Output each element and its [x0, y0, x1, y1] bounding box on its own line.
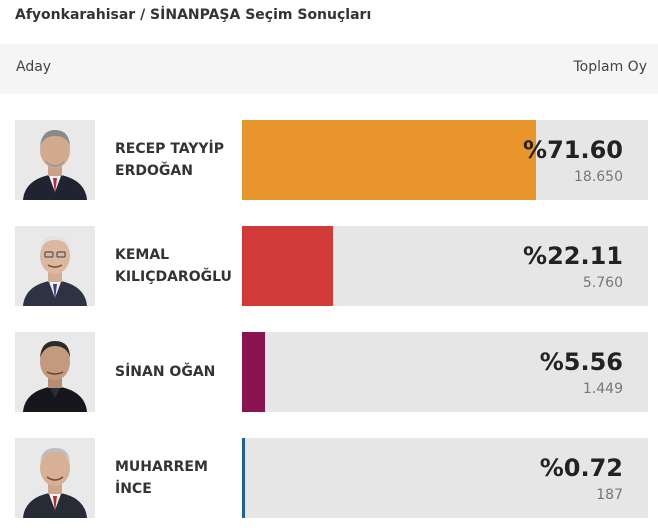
- candidate-row: KEMAL KILIÇDAROĞLU %22.11 5.760: [0, 226, 658, 306]
- vote-bar-track: %5.56 1.449: [242, 332, 648, 412]
- vote-bar-fill: [242, 438, 245, 518]
- vote-percentage: %5.56: [539, 348, 623, 376]
- vote-bar-fill: [242, 120, 536, 200]
- candidate-photo: [15, 332, 95, 412]
- page-title: Afyonkarahisar / SİNANPAŞA Seçim Sonuçla…: [15, 7, 372, 23]
- vote-count: 187: [596, 487, 623, 503]
- vote-percentage: %71.60: [523, 136, 623, 164]
- candidate-name-line2: KILIÇDAROĞLU: [115, 269, 232, 285]
- candidate-name-line2: ERDOĞAN: [115, 163, 193, 179]
- vote-bar-fill: [242, 332, 265, 412]
- vote-bar-track: %22.11 5.760: [242, 226, 648, 306]
- vote-bar-track: %71.60 18.650: [242, 120, 648, 200]
- candidate-name-line1: MUHARREM: [115, 459, 208, 475]
- candidate-name: SİNAN OĞAN: [115, 332, 235, 412]
- candidate-row: SİNAN OĞAN %5.56 1.449: [0, 332, 658, 412]
- vote-bar-fill: [242, 226, 333, 306]
- candidate-name-line1: SİNAN OĞAN: [115, 364, 216, 380]
- candidate-photo: [15, 438, 95, 518]
- column-header-total-votes: Toplam Oy: [573, 59, 648, 75]
- candidate-name: KEMAL KILIÇDAROĞLU: [115, 226, 235, 306]
- column-header-candidate: Aday: [16, 59, 52, 75]
- table-header: Aday Toplam Oy: [0, 44, 658, 94]
- candidate-name-line2: İNCE: [115, 481, 152, 497]
- candidate-name: RECEP TAYYİP ERDOĞAN: [115, 120, 235, 200]
- candidate-photo: [15, 120, 95, 200]
- candidate-name: MUHARREM İNCE: [115, 438, 235, 518]
- vote-percentage: %22.11: [523, 242, 623, 270]
- candidate-name-line1: KEMAL: [115, 247, 170, 263]
- candidate-row: MUHARREM İNCE %0.72 187: [0, 438, 658, 518]
- candidate-name-line1: RECEP TAYYİP: [115, 141, 225, 157]
- vote-count: 1.449: [582, 381, 623, 397]
- vote-count: 18.650: [574, 169, 623, 185]
- vote-bar-track: %0.72 187: [242, 438, 648, 518]
- vote-count: 5.760: [582, 275, 623, 291]
- candidate-photo: [15, 226, 95, 306]
- candidate-row: RECEP TAYYİP ERDOĞAN %71.60 18.650: [0, 120, 658, 200]
- vote-percentage: %0.72: [539, 454, 623, 482]
